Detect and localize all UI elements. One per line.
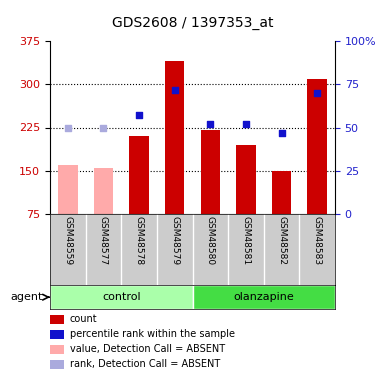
Point [172, 87, 178, 93]
Point [314, 90, 320, 96]
Text: GSM48579: GSM48579 [170, 216, 179, 265]
Text: olanzapine: olanzapine [233, 292, 294, 302]
Bar [50, 360, 64, 369]
Text: count: count [70, 314, 98, 324]
Point [243, 121, 249, 127]
Bar [50, 315, 64, 324]
Bar [272, 171, 291, 214]
Text: percentile rank within the sample: percentile rank within the sample [70, 329, 235, 339]
Text: GDS2608 / 1397353_at: GDS2608 / 1397353_at [112, 16, 273, 30]
Point [278, 130, 285, 136]
Bar [58, 165, 78, 214]
Bar [165, 62, 184, 214]
Text: GSM48559: GSM48559 [64, 216, 72, 265]
Point [207, 121, 213, 127]
Text: GSM48577: GSM48577 [99, 216, 108, 265]
Text: control: control [102, 292, 141, 302]
Bar [50, 330, 64, 339]
Bar [129, 136, 149, 214]
Text: GSM48583: GSM48583 [313, 216, 321, 265]
Text: agent: agent [10, 292, 42, 302]
Text: GSM48581: GSM48581 [241, 216, 250, 265]
Text: value, Detection Call = ABSENT: value, Detection Call = ABSENT [70, 344, 225, 354]
Bar [236, 145, 256, 214]
Point [136, 112, 142, 118]
Bar [307, 79, 327, 214]
Point [100, 124, 107, 130]
Text: rank, Detection Call = ABSENT: rank, Detection Call = ABSENT [70, 359, 220, 369]
Bar [94, 168, 113, 214]
Text: GSM48578: GSM48578 [135, 216, 144, 265]
Text: GSM48580: GSM48580 [206, 216, 215, 265]
Bar [201, 130, 220, 214]
Bar [50, 285, 192, 309]
Bar [50, 345, 64, 354]
Text: GSM48582: GSM48582 [277, 216, 286, 265]
Point [65, 124, 71, 130]
Bar [192, 285, 335, 309]
